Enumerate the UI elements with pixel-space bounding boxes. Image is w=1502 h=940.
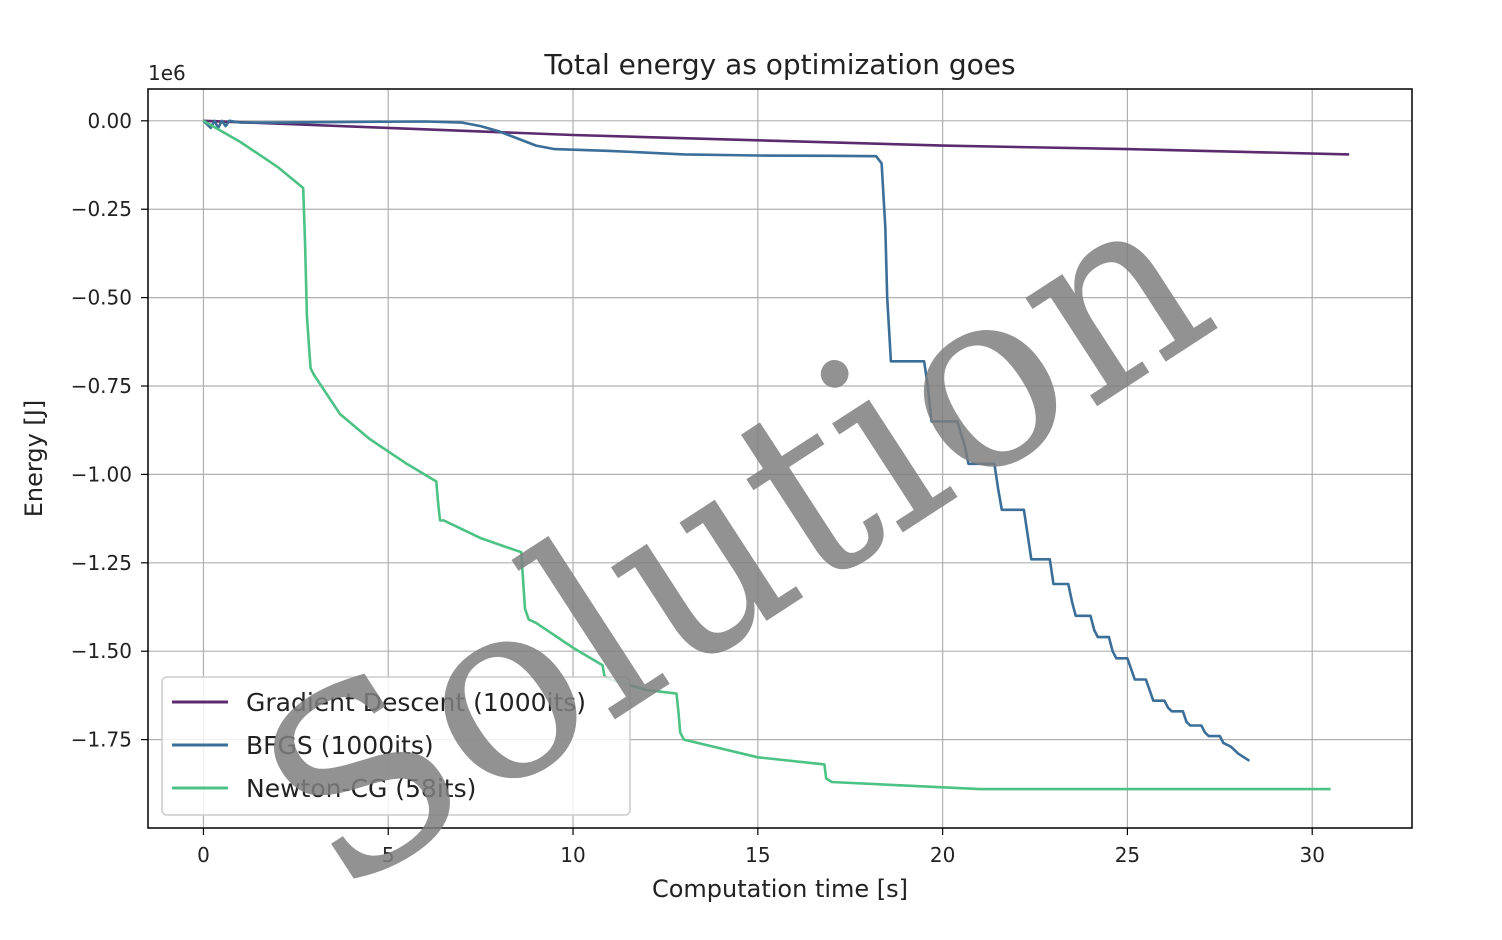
- y-tick-label: −1.75: [71, 728, 132, 752]
- y-tick-label: −0.50: [71, 286, 132, 310]
- legend-label: Newton-CG (58its): [246, 774, 476, 803]
- watermark-text: Solution: [213, 130, 1256, 940]
- x-tick-label: 25: [1115, 843, 1140, 867]
- chart-title: Total energy as optimization goes: [543, 48, 1015, 81]
- series-line-1: [203, 119, 1350, 156]
- x-tick-label: 30: [1299, 843, 1324, 867]
- y-axis-label: Energy [J]: [20, 400, 48, 517]
- legend-box: [161, 676, 631, 816]
- legend-label: BFGS (1000its): [246, 731, 434, 760]
- y-tick-label: −1.00: [71, 462, 132, 486]
- series-lines: [202, 119, 1350, 791]
- plot-frame: [147, 88, 1413, 829]
- y-axis-offset-text: 1e6: [148, 61, 186, 85]
- legend-label: Gradient Descent (1000its): [246, 688, 586, 717]
- y-tick-label: −0.75: [71, 374, 132, 398]
- y-tick-label: −1.25: [71, 551, 132, 575]
- grid: [148, 89, 1412, 828]
- y-tick-label: −0.25: [71, 197, 132, 221]
- x-tick-label: 10: [560, 843, 585, 867]
- y-tick-label: −1.50: [71, 639, 132, 663]
- x-tick-label: 15: [745, 843, 770, 867]
- series-line-3: [202, 119, 1331, 791]
- axis-ticks: 0 5 10 15 20 25 30 0.00 −0.25 −0.50 −0.75 −1.00 −1.2…: [71, 109, 1325, 867]
- series-line-2: [202, 119, 1251, 762]
- x-axis-label: Computation time [s]: [652, 875, 908, 903]
- y-tick-label: 0.00: [87, 109, 132, 133]
- x-tick-label: 5: [382, 843, 395, 867]
- legend: Gradient Descent (1000its) BFGS (1000its)…: [161, 676, 631, 816]
- x-tick-label: 20: [930, 843, 955, 867]
- x-tick-label: 0: [197, 843, 210, 867]
